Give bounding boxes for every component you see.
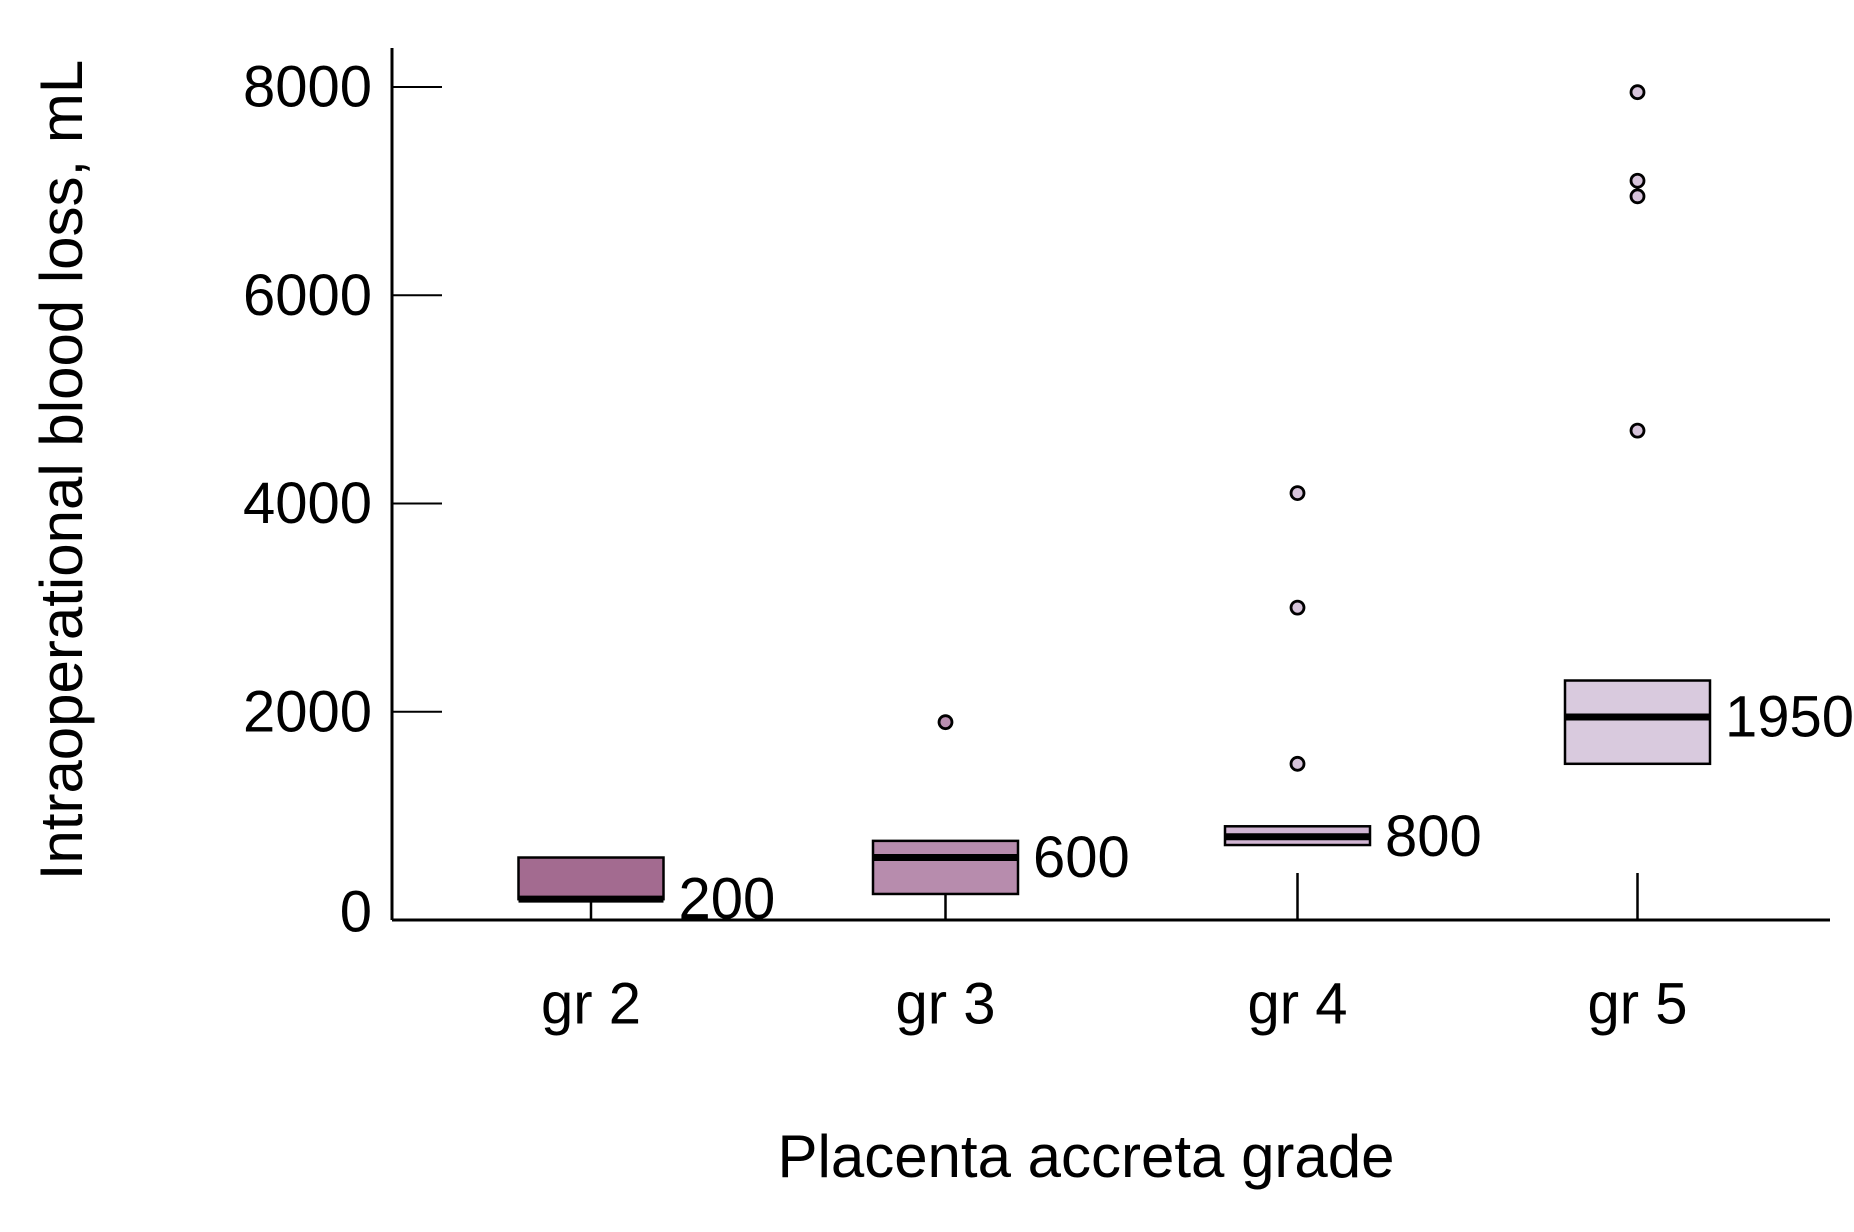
outlier-gr-5-3 (1629, 84, 1646, 101)
y-tick-label-2000: 2000 (243, 679, 372, 744)
outlier-gr-4-1 (1289, 599, 1306, 616)
outlier-gr-3-0 (937, 714, 954, 731)
category-label-gr-3: gr 3 (896, 972, 996, 1037)
box-gr-5 (1563, 679, 1712, 766)
y-tick-label-8000: 8000 (243, 55, 372, 120)
category-label-gr-5: gr 5 (1588, 972, 1688, 1037)
y-axis-title: Intraoperational blood loss, mL (28, 59, 95, 881)
box-gr-3 (871, 839, 1020, 896)
median-value-label-gr-3: 600 (1033, 825, 1130, 890)
outlier-gr-5-2 (1629, 172, 1646, 189)
y-tick-label-0: 0 (340, 880, 372, 945)
box-gr-2 (517, 856, 665, 901)
outlier-gr-4-0 (1289, 755, 1306, 772)
x-axis-title: Placenta accreta grade (777, 1123, 1395, 1190)
category-label-gr-2: gr 2 (541, 972, 641, 1037)
y-tick-label-6000: 6000 (243, 263, 372, 328)
outlier-gr-5-1 (1629, 188, 1646, 205)
median-value-label-gr-2: 200 (679, 867, 776, 932)
median-value-label-gr-4: 800 (1385, 804, 1482, 869)
median-value-label-gr-5: 1950 (1725, 684, 1854, 749)
outlier-gr-5-0 (1629, 422, 1646, 439)
y-tick-label-4000: 4000 (243, 471, 372, 536)
category-label-gr-4: gr 4 (1248, 972, 1348, 1037)
outlier-gr-4-2 (1289, 485, 1306, 501)
